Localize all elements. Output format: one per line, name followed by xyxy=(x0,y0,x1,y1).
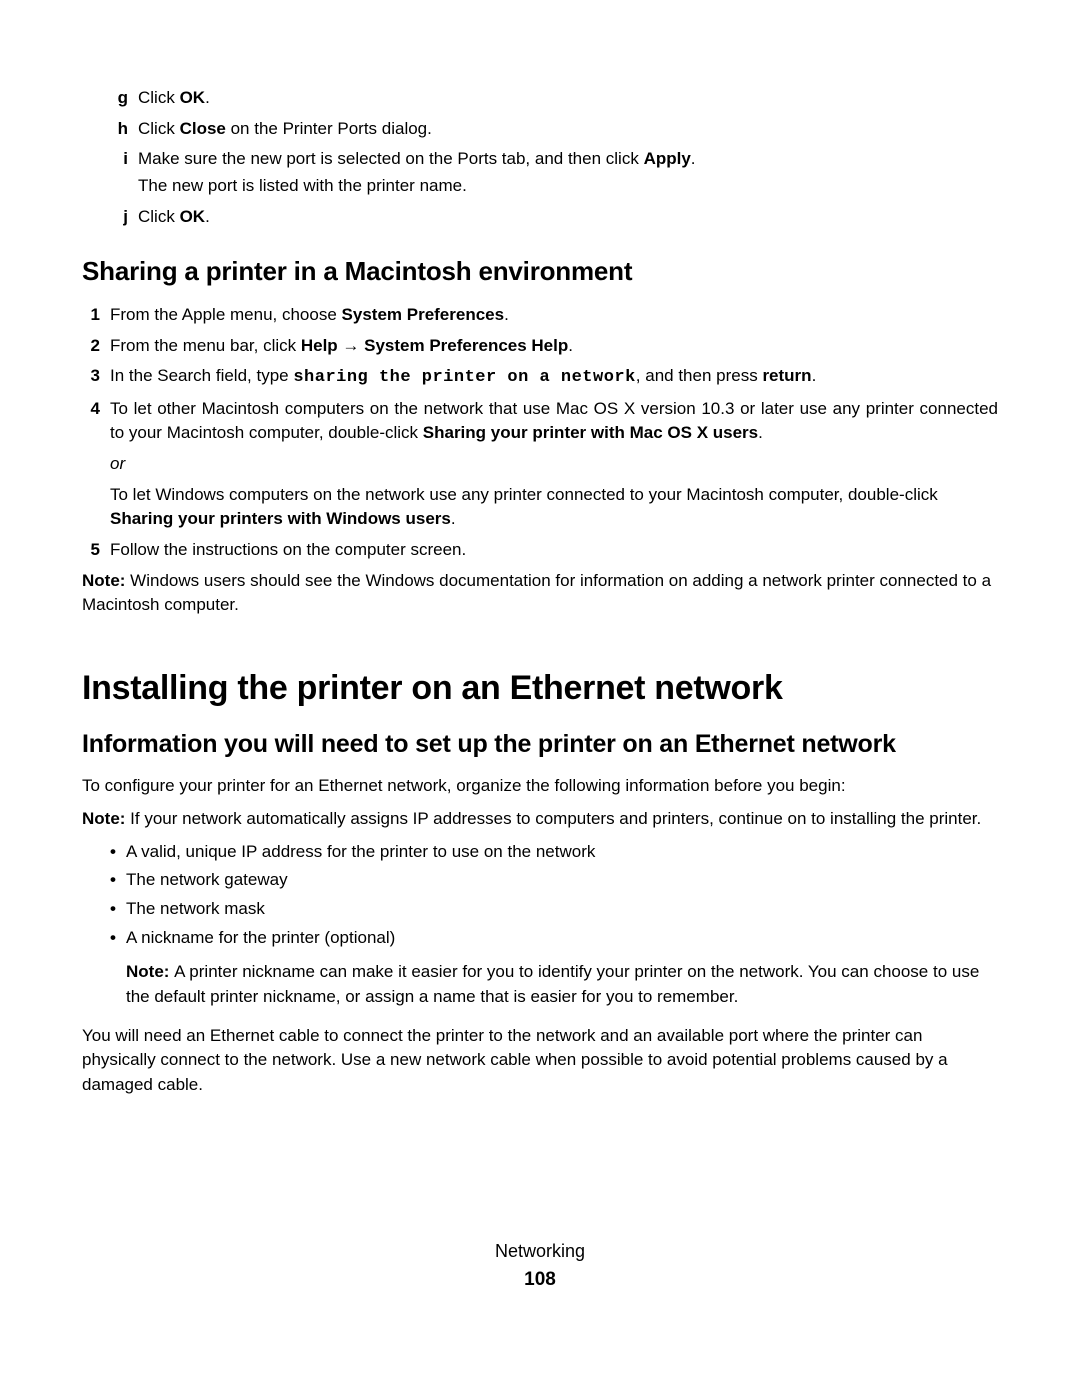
list-item: • The network mask xyxy=(110,897,998,922)
bullet-text: The network mask xyxy=(126,897,998,922)
mac-note: Note: Windows users should see the Windo… xyxy=(82,569,998,618)
step-bold: Sharing your printer with Mac OS X users xyxy=(423,423,758,442)
step-marker: 5 xyxy=(82,538,110,563)
step-bold: System Preferences xyxy=(342,305,505,324)
step-marker: j xyxy=(110,205,138,230)
heading-sharing-macintosh: Sharing a printer in a Macintosh environ… xyxy=(82,253,998,291)
eth-bullet-note: Note: A printer nickname can make it eas… xyxy=(126,960,998,1009)
mac-step-1: 1 From the Apple menu, choose System Pre… xyxy=(82,303,998,328)
list-item: • A nickname for the printer (optional) … xyxy=(110,926,998,1018)
eth-bullets: • A valid, unique IP address for the pri… xyxy=(82,840,998,1018)
mac-step-3: 3 In the Search field, type sharing the … xyxy=(82,364,998,391)
note-label: Note: xyxy=(82,809,130,828)
step-marker: 3 xyxy=(82,364,110,391)
step-body: Make sure the new port is selected on th… xyxy=(138,147,998,198)
note-label: Note: xyxy=(126,962,174,981)
step-text: Click xyxy=(138,119,180,138)
step-text: In the Search field, type xyxy=(110,366,293,385)
bullet-text: The network gateway xyxy=(126,868,998,893)
step-text-after: . xyxy=(812,366,817,385)
bullet-icon: • xyxy=(110,897,126,922)
step-subtext: The new port is listed with the printer … xyxy=(138,174,998,199)
step-bold: OK xyxy=(180,207,206,226)
step-bold: Close xyxy=(180,119,226,138)
step-g: g Click OK. xyxy=(110,86,998,111)
step-marker: 2 xyxy=(82,334,110,359)
step-bold: Apply xyxy=(644,149,691,168)
step-bold: return xyxy=(762,366,811,385)
step-marker: 1 xyxy=(82,303,110,328)
step-text-after: . xyxy=(758,423,763,442)
step-mono: sharing the printer on a network xyxy=(293,368,635,387)
step-text-after: . xyxy=(568,336,573,355)
bullet-icon: • xyxy=(110,840,126,865)
step-marker: h xyxy=(110,117,138,142)
step-text-after: . xyxy=(205,88,210,107)
note-text: A printer nickname can make it easier fo… xyxy=(126,962,979,1006)
arrow-icon: → xyxy=(338,336,364,355)
note-text: If your network automatically assigns IP… xyxy=(130,809,981,828)
step-marker: 4 xyxy=(82,397,110,532)
step-body: Click OK. xyxy=(138,205,998,230)
step-body: Follow the instructions on the computer … xyxy=(110,538,998,563)
step-bold-2: Sharing your printers with Windows users xyxy=(110,509,451,528)
note-text: Windows users should see the Windows doc… xyxy=(82,571,991,615)
bullet-body-wrap: A nickname for the printer (optional) No… xyxy=(126,926,998,1018)
footer-section: Networking xyxy=(82,1238,998,1264)
step-text-after: . xyxy=(691,149,696,168)
list-item: • The network gateway xyxy=(110,868,998,893)
lettered-steps: g Click OK. h Click Close on the Printer… xyxy=(82,86,998,229)
step-i: i Make sure the new port is selected on … xyxy=(110,147,998,198)
step-body: Click OK. xyxy=(138,86,998,111)
step-text: Click xyxy=(138,207,180,226)
note-label: Note: xyxy=(82,571,130,590)
numbered-steps-mac: 1 From the Apple menu, choose System Pre… xyxy=(82,303,998,563)
mac-step-4: 4 To let other Macintosh computers on th… xyxy=(82,397,998,532)
step-h: h Click Close on the Printer Ports dialo… xyxy=(110,117,998,142)
step-body: From the menu bar, click Help → System P… xyxy=(110,334,998,359)
step-text: From the menu bar, click xyxy=(110,336,301,355)
step-body: In the Search field, type sharing the pr… xyxy=(110,364,998,391)
bullet-text: A nickname for the printer (optional) xyxy=(126,926,998,951)
step-text: Make sure the new port is selected on th… xyxy=(138,149,644,168)
bullet-text: A valid, unique IP address for the print… xyxy=(126,840,998,865)
step-text-mid: , and then press xyxy=(636,366,763,385)
step-bold: OK xyxy=(180,88,206,107)
step-text-after: on the Printer Ports dialog. xyxy=(226,119,432,138)
page-footer: Networking 108 xyxy=(82,1238,998,1294)
eth-note-1: Note: If your network automatically assi… xyxy=(82,807,998,832)
list-item: • A valid, unique IP address for the pri… xyxy=(110,840,998,865)
step-text: Click xyxy=(138,88,180,107)
step-text-after: . xyxy=(504,305,509,324)
mac-step-5: 5 Follow the instructions on the compute… xyxy=(82,538,998,563)
bullet-icon: • xyxy=(110,926,126,1018)
step-marker: i xyxy=(110,147,138,198)
step-body: From the Apple menu, choose System Prefe… xyxy=(110,303,998,328)
step-or: or xyxy=(110,452,998,477)
step-text-2: To let Windows computers on the network … xyxy=(110,485,938,504)
mac-step-2: 2 From the menu bar, click Help → System… xyxy=(82,334,998,359)
step-text: From the Apple menu, choose xyxy=(110,305,342,324)
step-text-after: . xyxy=(205,207,210,226)
footer-page-number: 108 xyxy=(82,1266,998,1294)
heading-installing-ethernet: Installing the printer on an Ethernet ne… xyxy=(82,664,998,713)
step-bold: Help xyxy=(301,336,338,355)
heading-info-needed: Information you will need to set up the … xyxy=(82,729,998,760)
eth-intro: To configure your printer for an Etherne… xyxy=(82,774,998,799)
eth-outro: You will need an Ethernet cable to conne… xyxy=(82,1024,998,1098)
step-body: Click Close on the Printer Ports dialog. xyxy=(138,117,998,142)
step-bold-2: System Preferences Help xyxy=(364,336,568,355)
step-body: To let other Macintosh computers on the … xyxy=(110,397,998,532)
step-j: j Click OK. xyxy=(110,205,998,230)
step-marker: g xyxy=(110,86,138,111)
bullet-icon: • xyxy=(110,868,126,893)
step-text-2-after: . xyxy=(451,509,456,528)
